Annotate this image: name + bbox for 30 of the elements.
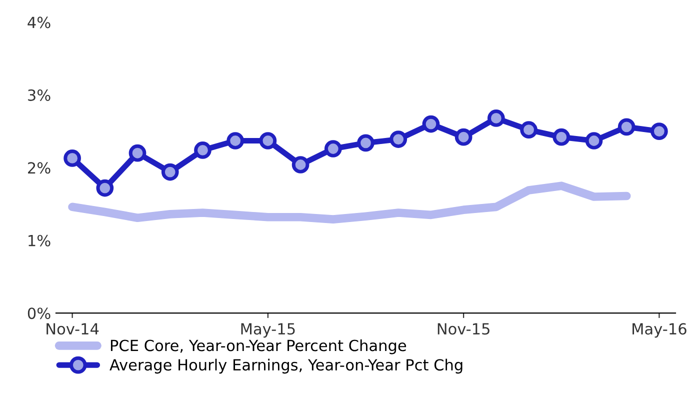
point xyxy=(650,122,668,140)
point xyxy=(194,142,212,159)
point xyxy=(390,130,408,148)
y-tick-label: 3% xyxy=(28,89,50,101)
y-tick-label: 4% xyxy=(28,16,50,28)
point xyxy=(96,179,114,197)
y-tick-label: 1% xyxy=(28,234,50,246)
point xyxy=(357,134,374,152)
legend-label: Average Hourly Earnings, Year-on-Year Pct Chg xyxy=(110,358,462,374)
x-tick-label: May-16 xyxy=(632,323,686,338)
point xyxy=(292,156,310,174)
point xyxy=(324,140,342,158)
point xyxy=(454,128,472,146)
point xyxy=(64,150,81,167)
legend-label: PCE Core, Year-on-Year Percent Change xyxy=(110,339,406,354)
y-tick-label: 0% xyxy=(28,308,50,320)
x-tick-label: Nov-14 xyxy=(46,323,99,335)
point xyxy=(226,132,244,150)
point xyxy=(520,121,538,139)
x-tick-label: Nov-15 xyxy=(438,323,490,335)
point xyxy=(422,115,440,133)
point xyxy=(618,118,636,136)
point xyxy=(552,128,570,146)
point xyxy=(259,132,277,150)
point xyxy=(161,163,179,181)
point xyxy=(128,144,146,162)
x-tick-label: May-15 xyxy=(241,323,295,338)
point xyxy=(585,132,603,150)
y-tick-label: 2% xyxy=(28,162,50,174)
point xyxy=(487,110,505,127)
